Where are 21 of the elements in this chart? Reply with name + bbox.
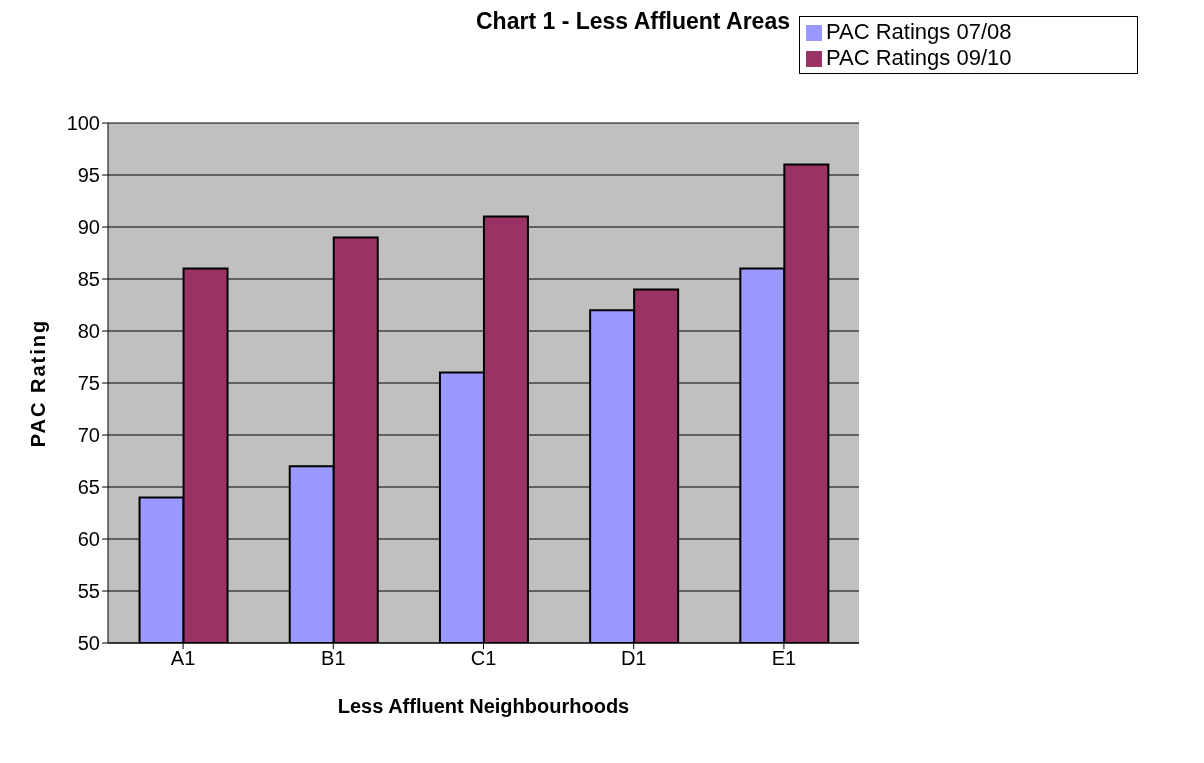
x-tick-label: E1 [771,647,797,670]
y-tick-label: 95 [77,164,100,187]
legend-label: PAC Ratings 07/08 [826,19,1012,44]
x-tick-label: A1 [170,647,196,670]
y-tick-label: 75 [77,372,100,395]
y-tick-label: 50 [77,632,100,655]
y-tick-label: 55 [77,580,100,603]
y-tick-label: 85 [77,268,100,291]
y-axis-title: PAC Rating [27,318,50,448]
y-tick-label: 90 [77,216,100,239]
x-tick-label: D1 [620,647,647,670]
y-tick-label: 80 [77,320,100,343]
x-tick-label: B1 [321,647,346,670]
legend-label: PAC Ratings 09/10 [826,45,1012,70]
chart-title: Chart 1 - Less Affluent Areas [476,8,790,34]
y-tick-label: 100 [66,112,100,135]
y-tick-label: 70 [77,424,100,447]
y-tick-label: 65 [77,476,100,499]
x-tick-label: C1 [470,647,497,670]
x-axis-title: Less Affluent Neighbourhoods [337,695,630,717]
y-tick-label: 60 [77,528,100,551]
